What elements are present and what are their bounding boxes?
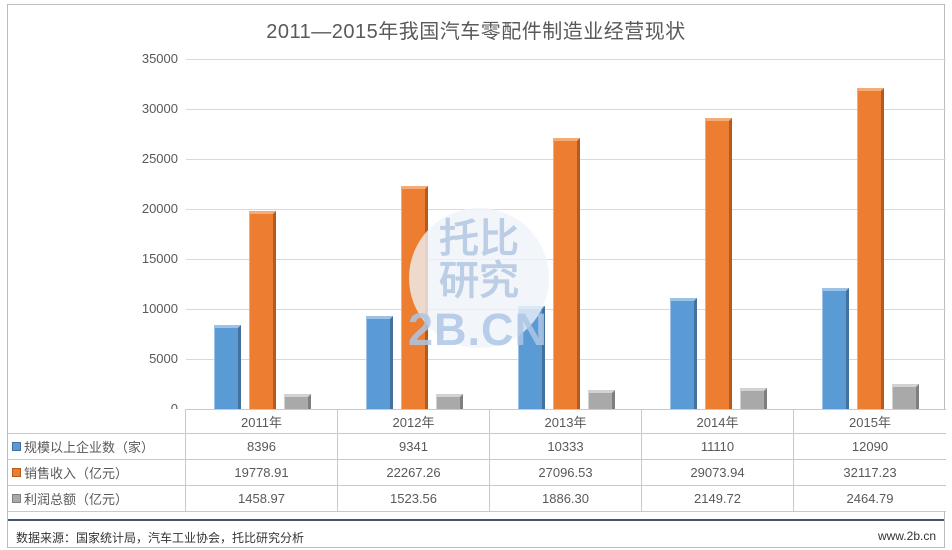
- bar-orange-2011年: [248, 211, 276, 409]
- footer-divider: [8, 519, 944, 521]
- gridline: [186, 59, 946, 60]
- bar-blue-2013年: [517, 305, 545, 409]
- series-label: 销售收入（亿元）: [24, 466, 129, 481]
- y-axis-label: 0: [108, 401, 178, 417]
- value-cell: 29073.94: [642, 460, 794, 486]
- table-corner-cell: [8, 409, 186, 434]
- chart-title: 2011—2015年我国汽车零配件制造业经营现状: [266, 21, 686, 43]
- value-cell: 9341: [338, 434, 490, 460]
- bar-blue-2011年: [213, 325, 241, 409]
- value-cell: 8396: [186, 434, 338, 460]
- value-cell: 27096.53: [490, 460, 642, 486]
- bar-blue-2015年: [821, 288, 849, 409]
- footer: 数据来源：国家统计局，汽车工业协会，托比研究分析 www.2b.cn: [8, 526, 944, 548]
- y-axis-label: 30000: [141, 101, 178, 116]
- value-cell: 1458.97: [186, 486, 338, 512]
- year-header-cell: 2015年: [794, 409, 946, 434]
- plot-area: [186, 59, 946, 409]
- y-axis-label: 5000: [149, 351, 178, 366]
- bar-orange-2012年: [400, 186, 428, 409]
- bar-gray-2013年: [587, 390, 615, 409]
- year-header-cell: 2014年: [642, 409, 794, 434]
- legend-swatch-icon: [12, 442, 21, 451]
- value-cell: 32117.23: [794, 460, 946, 486]
- year-header-cell: 2012年: [338, 409, 490, 434]
- bar-gray-2011年: [283, 394, 311, 409]
- bar-gray-2015年: [891, 384, 919, 409]
- gridline: [186, 109, 946, 110]
- year-header-cell: 2013年: [490, 409, 642, 434]
- series-label-cell: 规模以上企业数（家）: [8, 434, 186, 460]
- bar-gray-2014年: [739, 387, 767, 409]
- y-axis-label: 20000: [141, 201, 178, 216]
- series-label: 规模以上企业数（家）: [24, 440, 155, 455]
- value-cell: 19778.91: [186, 460, 338, 486]
- site-url-text: www.2b.cn: [877, 529, 936, 543]
- bar-gray-2012年: [435, 393, 463, 409]
- legend-swatch-icon: [12, 468, 21, 477]
- y-axis-label: 25000: [141, 151, 178, 166]
- data-source-text: 数据来源：国家统计局，汽车工业协会，托比研究分析: [16, 531, 305, 545]
- value-cell: 22267.26: [338, 460, 490, 486]
- y-axis-label: 10000: [141, 301, 178, 316]
- y-axis-label: 15000: [141, 251, 178, 266]
- value-cell: 2464.79: [794, 486, 946, 512]
- y-axis: 0 5000 10000 15000 20000 25000 30000 35000: [108, 51, 178, 416]
- series-label-cell: 销售收入（亿元）: [8, 460, 186, 486]
- value-cell: 1523.56: [338, 486, 490, 512]
- chart-frame: 2011—2015年我国汽车零配件制造业经营现状 0 5000 10000 15000…: [7, 4, 946, 548]
- bar-orange-2014年: [704, 118, 732, 409]
- legend-swatch-icon: [12, 494, 21, 503]
- bar-blue-2014年: [669, 297, 697, 409]
- series-label: 利润总额（亿元）: [24, 492, 129, 507]
- value-cell: 10333: [490, 434, 642, 460]
- data-table: 2011年 2012年 2013年 2014年 2015年规模以上企业数（家） 8396 9…: [8, 409, 946, 512]
- value-cell: 1886.30: [490, 486, 642, 512]
- value-cell: 2149.72: [642, 486, 794, 512]
- bar-orange-2015年: [856, 87, 884, 409]
- series-label-cell: 利润总额（亿元）: [8, 486, 186, 512]
- year-header-cell: 2011年: [186, 409, 338, 434]
- bar-blue-2012年: [365, 315, 393, 409]
- value-cell: 11110: [642, 434, 794, 460]
- y-axis-label: 35000: [141, 51, 178, 66]
- bar-orange-2013年: [552, 138, 580, 409]
- value-cell: 12090: [794, 434, 946, 460]
